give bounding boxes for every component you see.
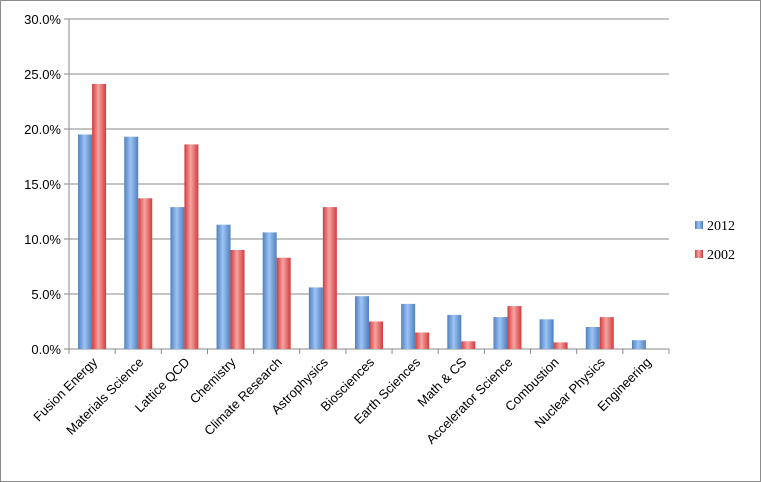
- y-tick-label: 30.0%: [24, 12, 61, 27]
- y-tick-labels: 0.0% 5.0% 10.0% 15.0% 20.0% 25.0% 30.0%: [24, 12, 61, 357]
- bar-2012-biosciences: [355, 296, 369, 349]
- bar-2002-accelerator-science: [507, 306, 522, 349]
- bar-2012-nuclear-physics: [585, 327, 600, 349]
- bar-2002-combustion: [553, 342, 568, 349]
- bar-2002-nuclear-physics: [599, 317, 614, 349]
- bar-2012-math-cs: [447, 314, 462, 349]
- bar-2002-climate-research: [276, 257, 291, 349]
- bars: [78, 83, 646, 350]
- x-tick-label: Accelerator Science: [423, 355, 515, 447]
- bar-2012-chemistry: [216, 224, 231, 349]
- legend-swatch-2002: [695, 250, 703, 258]
- y-tick-label: 20.0%: [24, 122, 61, 137]
- gridlines: [64, 18, 669, 350]
- legend: 2012 2002: [695, 219, 735, 263]
- bar-2002-materials-science: [138, 198, 153, 349]
- bar-2012-astrophysics: [308, 287, 323, 349]
- bar-2012-engineering: [631, 340, 646, 349]
- legend-label-2002: 2002: [707, 248, 735, 263]
- bar-2012-lattice-qcd: [170, 207, 185, 349]
- bar-2012-accelerator-science: [493, 317, 508, 349]
- bar-2012-climate-research: [262, 232, 277, 349]
- bar-2002-math-cs: [461, 341, 476, 349]
- bar-2012-combustion: [539, 319, 554, 349]
- bar-2002-lattice-qcd: [184, 144, 199, 349]
- y-tick-label: 0.0%: [31, 342, 61, 357]
- bar-2002-biosciences: [369, 321, 383, 349]
- y-tick-label: 10.0%: [24, 232, 61, 247]
- bar-2012-fusion-energy: [78, 134, 93, 349]
- x-tick-label: Materials Science: [63, 355, 146, 438]
- x-tick-label: Climate Research: [201, 355, 285, 439]
- bar-2012-earth-sciences: [401, 303, 416, 349]
- y-tick-label: 5.0%: [31, 287, 61, 302]
- bar-2002-earth-sciences: [415, 332, 430, 349]
- legend-label-2012: 2012: [707, 219, 735, 234]
- bar-2012-materials-science: [124, 136, 139, 349]
- bar-2002-astrophysics: [322, 207, 337, 349]
- y-tick-label: 15.0%: [24, 177, 61, 192]
- legend-swatch-2012: [695, 221, 703, 229]
- bar-2002-fusion-energy: [92, 83, 107, 350]
- bar-2002-chemistry: [230, 250, 245, 349]
- y-tick-label: 25.0%: [24, 67, 61, 82]
